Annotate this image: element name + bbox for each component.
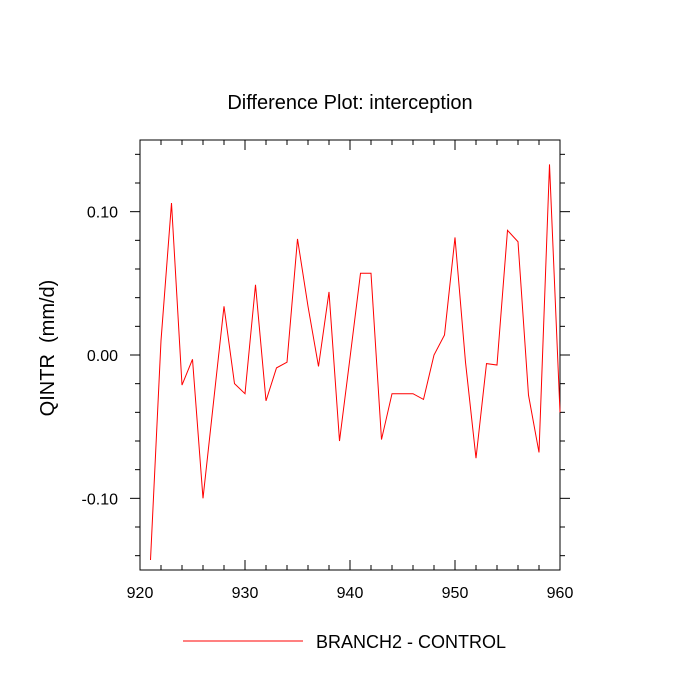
x-tick-labels: 920 930 940 950 960 [127,585,574,602]
x-tick-label: 930 [232,585,259,602]
axis-ticks [130,140,570,570]
series-layer [150,164,561,560]
legend: BRANCH2 - CONTROL [183,632,506,652]
series-line [150,164,561,560]
x-tick-label: 950 [442,585,469,602]
x-tick-label: 960 [547,585,574,602]
y-tick-label: 0.10 [87,205,118,222]
chart-title: Difference Plot: interception [227,92,472,114]
y-tick-label: -0.10 [82,491,119,508]
y-tick-labels: 0.10 0.00 -0.10 [82,205,119,509]
legend-label: BRANCH2 - CONTROL [316,632,506,652]
y-axis-label: QINTR (mm/d) [37,280,59,417]
y-tick-label: 0.00 [87,348,118,365]
x-tick-label: 920 [127,585,154,602]
x-tick-label: 940 [337,585,364,602]
